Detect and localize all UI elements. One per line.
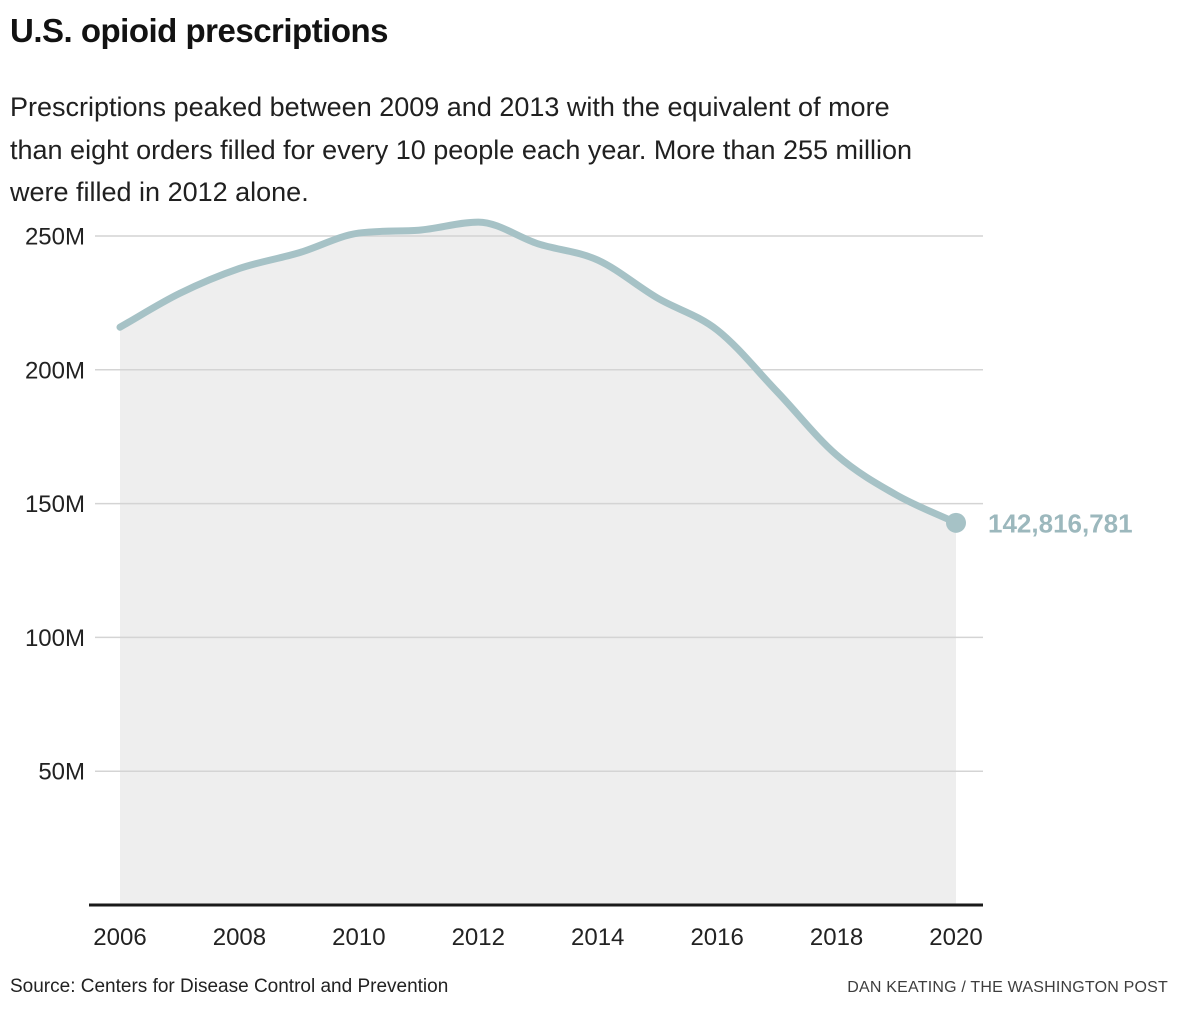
- source-note: Source: Centers for Disease Control and …: [10, 976, 449, 997]
- y-axis-label-150M: 150M: [25, 491, 85, 518]
- x-axis-label-2006: 2006: [93, 924, 146, 951]
- chart-title: U.S. opioid prescriptions: [10, 12, 389, 49]
- credit-note: DAN KEATING / THE WASHINGTON POST: [847, 979, 1168, 996]
- x-axis-label-2008: 2008: [213, 924, 266, 951]
- y-axis-label-100M: 100M: [25, 625, 85, 652]
- x-axis-label-2018: 2018: [810, 924, 863, 951]
- y-axis-label-250M: 250M: [25, 224, 85, 251]
- x-axis-label-2020: 2020: [929, 924, 982, 951]
- chart-subtitle-line-1: Prescriptions peaked between 2009 and 20…: [10, 92, 890, 122]
- prescriptions-area-chart: 50M 100M 150M 200M 250M 2006 2008 2010 2012 2014 2…: [0, 210, 1180, 972]
- series-area-fill: [120, 222, 956, 906]
- end-point-dot: [946, 512, 966, 533]
- x-axis-label-2012: 2012: [452, 924, 505, 951]
- series-line: [116, 218, 960, 527]
- chart-subtitle: Prescriptions peaked between 2009 and 20…: [10, 86, 1170, 214]
- y-axis-label-50M: 50M: [38, 759, 85, 786]
- x-axis-label-2016: 2016: [690, 924, 743, 951]
- y-axis-label-200M: 200M: [25, 357, 85, 384]
- chart-subtitle-line-2: than eight orders filled for every 10 pe…: [10, 134, 913, 165]
- end-point-value-label: 142,816,781: [988, 508, 1133, 538]
- x-axis-label-2010: 2010: [332, 924, 385, 951]
- chart-subtitle-line-3: were filled in 2012 alone.: [10, 177, 309, 207]
- chart-footer: Source: Centers for Disease Control and …: [0, 976, 1180, 998]
- x-axis-label-2014: 2014: [571, 924, 624, 951]
- area-chart-svg: 50M 100M 150M 200M 250M 2006 2008 2010 2012 2014 2…: [25, 218, 1133, 951]
